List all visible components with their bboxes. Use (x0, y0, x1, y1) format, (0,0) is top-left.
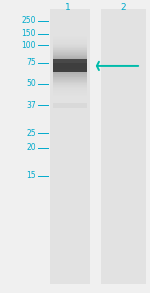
Bar (52, 46, 87, 52)
Bar (52, 59, 87, 72)
Text: 2: 2 (120, 3, 126, 12)
Bar (52, 44, 87, 88)
Bar (52, 47, 87, 53)
Text: 25: 25 (26, 129, 36, 138)
Bar (52, 103, 87, 108)
Text: 150: 150 (21, 29, 36, 38)
Bar (52, 51, 87, 57)
Bar (52, 63, 87, 69)
Bar (52, 55, 87, 62)
Text: 15: 15 (26, 171, 36, 180)
Bar (50, 9, 90, 284)
Bar (52, 64, 87, 70)
Bar (52, 78, 87, 84)
Bar (52, 70, 87, 76)
Bar (52, 75, 87, 82)
Bar (52, 52, 87, 59)
Text: 250: 250 (21, 16, 36, 25)
Bar (52, 47, 87, 85)
Bar (52, 76, 87, 83)
Bar (52, 62, 87, 68)
Bar (52, 37, 87, 95)
Bar (52, 33, 87, 99)
Bar (52, 40, 87, 91)
Text: 1: 1 (65, 3, 71, 12)
Bar (52, 59, 87, 65)
Bar (52, 80, 87, 86)
Bar (52, 52, 87, 80)
Bar (52, 56, 87, 76)
Bar (52, 48, 87, 84)
Bar (52, 48, 87, 54)
Bar (52, 74, 87, 81)
Text: 37: 37 (26, 101, 36, 110)
Text: 75: 75 (26, 59, 36, 67)
Bar (52, 56, 87, 63)
Bar (52, 49, 87, 55)
Bar (52, 50, 87, 57)
Bar (52, 63, 87, 69)
Bar (52, 57, 87, 64)
Bar (52, 68, 87, 74)
Bar (52, 59, 87, 66)
Bar (52, 79, 87, 85)
Bar (52, 54, 87, 61)
Bar (52, 36, 87, 96)
Bar (52, 65, 87, 71)
Bar (52, 42, 87, 90)
Bar (52, 39, 87, 93)
Text: 100: 100 (21, 41, 36, 50)
Bar (52, 53, 87, 79)
Bar (52, 50, 87, 82)
Bar (52, 67, 87, 73)
Text: 20: 20 (26, 144, 36, 152)
Bar (52, 45, 87, 51)
Bar (52, 66, 87, 72)
Bar (100, 9, 146, 284)
Bar (52, 34, 87, 98)
Bar (52, 71, 87, 78)
Bar (52, 73, 87, 80)
Text: 50: 50 (26, 79, 36, 88)
Bar (52, 58, 87, 74)
Bar (52, 59, 87, 63)
Bar (52, 69, 87, 76)
Bar (52, 55, 87, 77)
Bar (52, 81, 87, 87)
Bar (52, 59, 87, 72)
Bar (52, 45, 87, 87)
Bar (52, 72, 87, 79)
Bar (52, 53, 87, 59)
Bar (52, 61, 87, 67)
